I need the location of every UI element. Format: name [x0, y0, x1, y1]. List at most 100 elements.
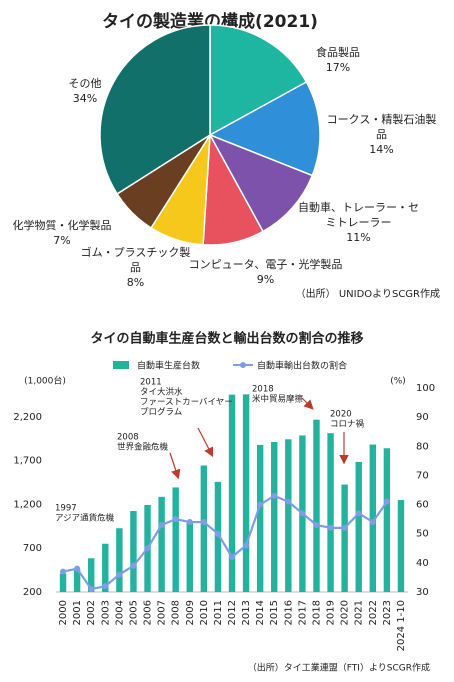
y2-tick-label: 50 — [416, 529, 429, 540]
annotation: 米中貿易摩擦 — [252, 394, 304, 405]
line — [62, 494, 388, 591]
y2-tick-label: 70 — [416, 470, 429, 481]
pie-title: タイの製造業の構成(2021) — [102, 11, 318, 32]
x-tick-label: 2016 — [283, 600, 294, 625]
bar — [200, 465, 208, 592]
slice-value: 9% — [256, 273, 275, 286]
slice-name: ゴム・プラスチック製品 — [80, 246, 191, 274]
x-tick-label: 2024 1-10 — [396, 600, 407, 651]
line-marker — [271, 492, 278, 499]
line-marker — [243, 542, 250, 549]
slice-label: 化学物質・化学製品 7% — [2, 218, 122, 248]
pie-slice — [209, 24, 308, 137]
slice-label: コークス・精製石油製品 14% — [324, 112, 439, 157]
annotation: 2020 — [330, 410, 352, 420]
x-tick-label: 2006 — [143, 600, 154, 625]
annotation: コロナ禍 — [330, 419, 364, 430]
annotation: 2018 — [252, 385, 274, 395]
y2-tick-label: 60 — [416, 500, 429, 511]
slice-name: 化学物質・化学製品 — [12, 219, 112, 232]
annotation-arrow — [301, 397, 314, 410]
pie-slice — [208, 133, 314, 233]
line-marker — [60, 568, 67, 575]
annotation: 2008 — [117, 433, 139, 443]
y2-tick-label: 80 — [416, 441, 429, 452]
slice-value: 11% — [346, 231, 371, 244]
line-marker — [299, 510, 306, 517]
y2-axis-label: (%) — [390, 377, 406, 387]
bar — [341, 484, 348, 592]
legend-swatch — [240, 362, 246, 368]
bar-note: （出所）タイ工業連盟（FTI）よりSCGR作成 — [248, 662, 430, 674]
bar — [214, 481, 222, 592]
y-tick-label: 200 — [23, 587, 42, 598]
annotation: タイ大洪水 — [140, 387, 183, 398]
line-marker — [327, 524, 334, 531]
legend-swatch — [113, 361, 129, 369]
annotation: プログラム — [140, 407, 182, 418]
slice-value: 17% — [325, 61, 351, 74]
bar — [116, 528, 123, 592]
line-marker — [383, 498, 390, 505]
bar — [355, 461, 362, 592]
y2-tick-label: 30 — [416, 587, 429, 598]
bar — [59, 573, 67, 592]
x-tick-label: 2020 — [340, 600, 351, 625]
legend-label: 自動車輸出台数の割合 — [257, 360, 347, 372]
x-tick-label: 2004 — [114, 600, 125, 625]
y2-tick-label: 90 — [416, 412, 429, 423]
x-tick-label: 2022 — [368, 600, 379, 625]
slice-name: コークス・精製石油製品 — [326, 113, 437, 141]
annotation: ファーストカーバイヤー — [140, 398, 233, 408]
line-marker — [102, 583, 109, 590]
x-tick-label: 2008 — [171, 600, 182, 625]
bar — [327, 433, 334, 592]
bar — [271, 442, 278, 592]
slice-label: その他 34% — [50, 76, 120, 106]
x-tick-label: 2003 — [100, 600, 111, 625]
slice-label: 自動車、トレーラー・セミトレーラー 11% — [296, 200, 421, 245]
bar-title: タイの自動車生産台数と輸出台数の割合の推移 — [90, 331, 363, 347]
line-marker — [214, 530, 221, 537]
slice-value: 34% — [72, 92, 98, 105]
bar — [369, 444, 376, 592]
line-marker — [229, 554, 235, 561]
pie-slice — [208, 80, 321, 177]
pie-note: （出所） UNIDOよりSCGR作成 — [296, 287, 440, 300]
x-tick-label: 2023 — [382, 600, 393, 625]
x-tick-label: 2019 — [326, 600, 337, 625]
y-tick-label: 700 — [23, 543, 42, 554]
x-tick-label: 2014 — [255, 600, 266, 625]
y2-tick-label: 100 — [416, 383, 435, 394]
x-tick-label: 2002 — [86, 600, 97, 625]
line-marker — [158, 521, 165, 528]
line-marker — [355, 510, 362, 517]
y-tick-label: 1,200 — [13, 499, 42, 510]
x-tick-label: 2009 — [185, 600, 196, 625]
x-tick-label: 2012 — [227, 600, 238, 625]
y-tick-label: 1,700 — [13, 456, 42, 467]
x-tick-label: 2007 — [157, 600, 168, 625]
line-marker — [88, 586, 95, 593]
x-tick-label: 2018 — [311, 600, 322, 625]
bar — [73, 569, 81, 592]
line-marker — [130, 562, 137, 569]
line-marker — [116, 571, 123, 578]
bar — [242, 394, 250, 592]
slice-name: 自動車、トレーラー・セミトレーラー — [298, 201, 419, 229]
annotation: 1997 — [55, 504, 77, 514]
slice-value: 8% — [126, 276, 145, 289]
line-marker — [186, 519, 193, 526]
bar — [285, 439, 292, 592]
x-tick-label: 2001 — [72, 600, 83, 625]
y-axis-label: (1,000台) — [24, 375, 66, 387]
slice-label: ゴム・プラスチック製品 8% — [78, 245, 193, 290]
x-tick-label: 2000 — [58, 600, 69, 625]
slice-name: 食品製品 — [316, 46, 360, 59]
line-marker — [285, 498, 292, 505]
bar — [228, 394, 236, 592]
y2-tick-label: 40 — [416, 558, 429, 569]
annotation-arrow — [169, 452, 181, 480]
